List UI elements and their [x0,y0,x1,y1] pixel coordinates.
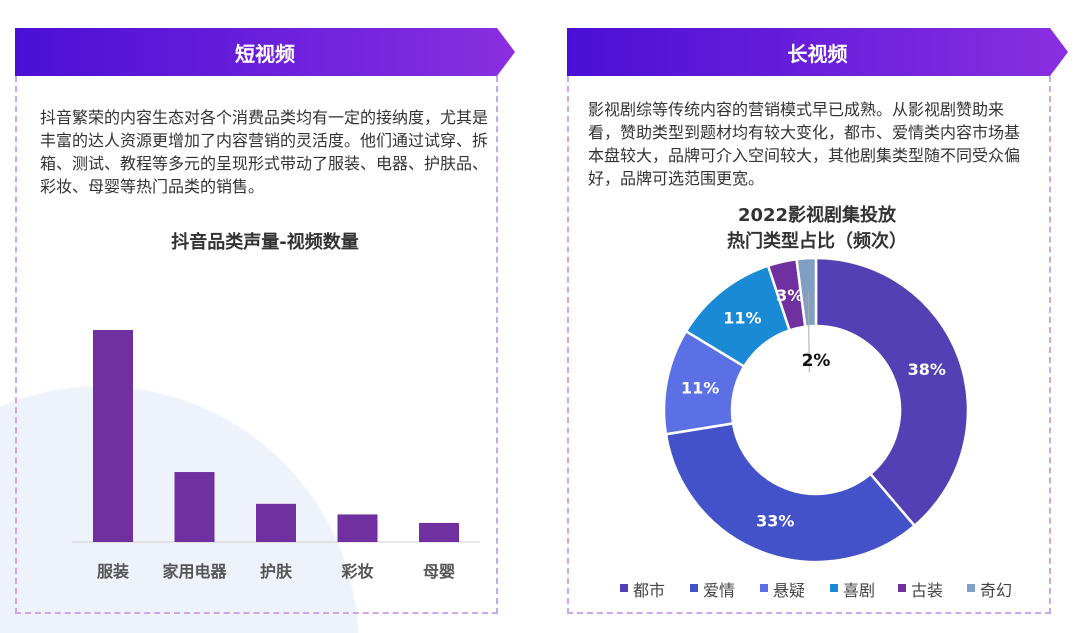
data-label: 11% [681,378,719,397]
legend-label: 爱情 [703,581,735,600]
legend-label: 奇幻 [980,581,1012,600]
donut-chart-title: 2022影视剧集投放 热门类型占比（频次） [567,203,1067,255]
legend-label: 悬疑 [773,581,805,600]
donut-title-line2: 热门类型占比（频次） [727,231,907,252]
long-video-panel [567,76,1051,614]
x-tick-label: 母婴 [423,562,455,581]
bar-护肤 [256,503,296,542]
bar-chart: 服装 家用电器 护肤 彩妆 母婴 [72,330,480,581]
data-label: 3% [776,286,803,305]
legend-swatch [967,584,975,592]
legend-swatch [898,584,906,592]
legend-swatch [620,584,628,592]
legend-label: 古装 [911,581,943,600]
x-tick-label: 护肤 [260,562,293,581]
legend-swatch [830,584,838,592]
donut-title-line1: 2022影视剧集投放 [737,205,897,226]
short-video-paragraph: 抖音繁荣的内容生态对各个消费品类均有一定的接纳度，尤其是丰富的达人资源更增加了内… [40,108,489,196]
data-label: 33% [756,512,794,531]
bar-母婴 [419,522,459,542]
x-tick-label: 服装 [97,562,129,581]
data-label: 2% [802,351,831,371]
slice-都市 [814,256,970,528]
donut-chart: 38% 33% 11% 11% 3% 2% 都市 爱情 悬疑 喜剧 古装 奇幻 [620,256,1012,600]
long-video-header: 长视频 [567,28,1068,76]
leader-line [807,290,810,373]
data-label: 11% [723,309,761,328]
x-tick-label: 彩妆 [340,562,373,581]
bar-家用电器 [174,472,215,542]
legend-label: 都市 [633,581,665,600]
short-video-panel [15,76,498,614]
legend-label: 喜剧 [843,581,875,600]
bar-chart-title: 抖音品类声量-视频数量 [171,232,359,253]
slice-爱情 [664,421,917,564]
data-label: 38% [908,360,946,379]
slice-奇幻 [795,256,818,329]
short-video-header: 短视频 [15,28,515,76]
bar-服装 [93,330,133,542]
legend-swatch [690,584,698,592]
long-video-paragraph: 影视剧综等传统内容的营销模式早已成熟。从影视剧赞助来看，赞助类型到题材均有较大变… [588,100,1021,188]
legend-swatch [760,584,768,592]
bar-彩妆 [337,514,378,542]
x-tick-label: 家用电器 [162,562,227,581]
